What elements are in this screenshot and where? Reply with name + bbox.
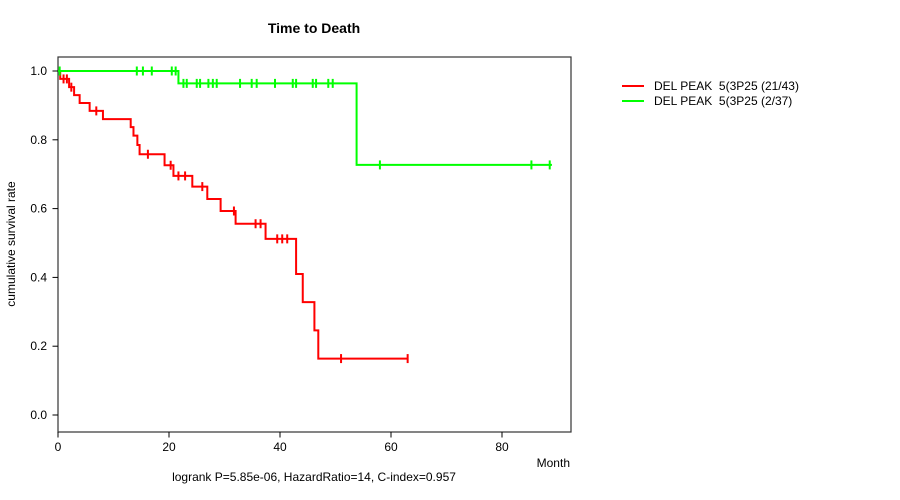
plot-box (57, 56, 572, 433)
y-tick-label: 0.4 (30, 270, 47, 284)
y-tick-label: 0.0 (30, 408, 47, 422)
x-tick-label: 80 (495, 440, 509, 454)
x-tick-label: 60 (384, 440, 398, 454)
x-tick-label: 0 (55, 440, 62, 454)
x-tick-label: 40 (273, 440, 287, 454)
y-tick-label: 0.8 (30, 133, 47, 147)
y-axis-label: cumulative survival rate (4, 181, 18, 307)
y-axis-ticks: 0.0 0.2 0.4 0.6 0.8 1.0 (30, 64, 58, 422)
survival-curve-0 (58, 70, 408, 360)
legend-label: DEL PEAK 5(3P25 (21/43) (654, 79, 799, 93)
legend-label: DEL PEAK 5(3P25 (2/37) (654, 94, 792, 108)
y-tick-label: 0.2 (30, 339, 47, 353)
survival-curve-1 (58, 70, 552, 166)
legend: DEL PEAK 5(3P25 (21/43)DEL PEAK 5(3P25 (… (622, 79, 799, 108)
x-axis-label: Month (537, 456, 570, 470)
x-tick-label: 20 (162, 440, 176, 454)
x-axis-ticks: 0 20 40 60 80 (55, 432, 509, 454)
stats-annotation: logrank P=5.85e-06, HazardRatio=14, C-in… (172, 470, 456, 484)
y-tick-label: 0.6 (30, 202, 47, 216)
y-tick-label: 1.0 (30, 64, 47, 78)
series-curves (58, 66, 552, 364)
chart-title: Time to Death (268, 20, 360, 36)
